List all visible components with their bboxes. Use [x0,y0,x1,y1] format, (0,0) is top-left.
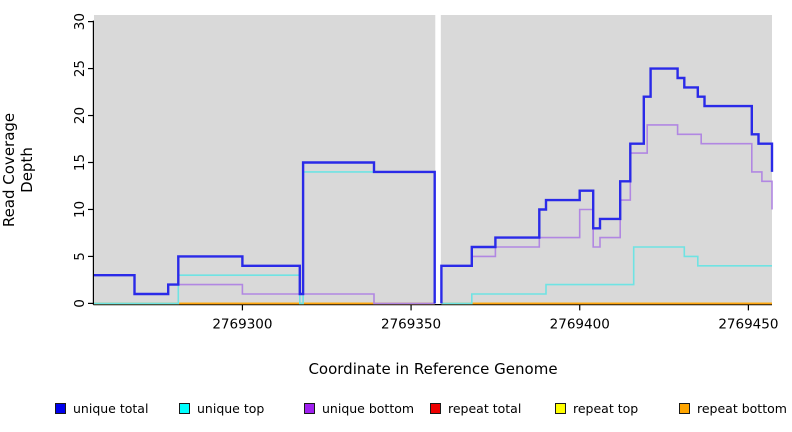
y-tick-label: 0 [72,299,88,308]
x-tick-label: 2769450 [718,316,778,332]
legend-item-unique-top: unique top [179,399,264,417]
x-tick-label: 2769350 [381,316,441,332]
legend-swatch-repeat-bottom [679,402,690,414]
legend-item-repeat-top: repeat top [555,399,638,417]
legend-label: unique bottom [322,400,415,416]
x-tick-label: 2769400 [550,316,610,332]
y-tick-label: 25 [72,60,88,77]
legend-label: repeat total [448,400,522,416]
legend-swatch-unique-bottom [304,402,315,414]
legend-label: repeat top [573,400,639,416]
x-axis-title: Coordinate in Reference Genome [308,360,558,378]
no-data-gap-band [435,15,441,304]
legend-item-unique-bottom: unique bottom [304,399,414,417]
plot-background [94,15,772,304]
x-tick-label: 2769300 [212,316,272,332]
series-unique-total [440,67,774,304]
legend-swatch-repeat-top [555,402,566,414]
legend-swatch-unique-total [55,402,66,414]
legend-item-repeat-total: repeat total [430,399,521,417]
legend-swatch-unique-top [179,402,190,414]
y-tick-label: 15 [72,154,88,171]
series-unique-total [94,161,436,304]
y-tick-label: 5 [72,252,88,261]
y-tick-label: 10 [72,201,88,218]
legend-item-repeat-bottom: repeat bottom [679,399,787,417]
legend-label: unique top [197,400,265,416]
series-unique-top [441,246,772,305]
legend-item-unique-total: unique total [55,399,148,417]
legend-label: unique total [73,400,149,416]
y-axis-title: Read Coverage Depth [0,112,36,228]
y-tick-label: 30 [72,13,88,30]
y-tick-label: 20 [72,107,88,124]
legend-swatch-repeat-total [430,402,441,414]
legend: unique total unique top unique bottom repea… [0,399,792,421]
legend-label: repeat bottom [697,400,787,416]
